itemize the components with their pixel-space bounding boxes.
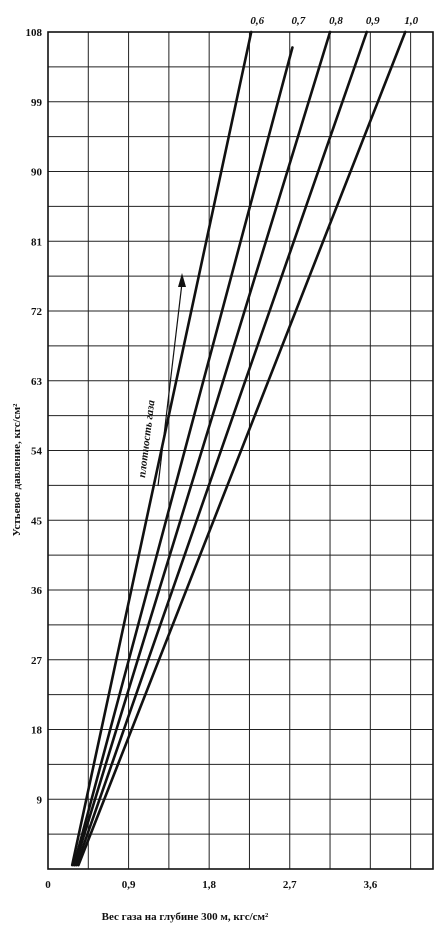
series-line-2 [72,46,294,867]
x-tick-label: 0 [45,879,51,891]
series-group [70,30,407,867]
series-label: 0,9 [366,15,380,27]
y-tick-label: 81 [31,236,42,248]
y-axis-title: Устьевое давление, кгс/см² [11,403,23,536]
y-tick-label: 27 [31,655,43,667]
y-tick-label: 54 [31,446,43,458]
density-arrow [157,273,186,487]
y-tick-label: 63 [31,376,43,388]
series-line-3 [73,30,332,867]
x-tick-label: 0,9 [122,879,136,891]
x-tick-label: 1,8 [202,879,216,891]
series-labels: 0,6 0,7 0,8 0,9 1,0 [250,15,418,27]
y-tick-label: 45 [31,515,43,527]
series-line-1 [70,30,253,867]
x-tick-labels: 0 0,9 1,8 2,7 3,6 [45,879,377,891]
y-tick-label: 18 [31,725,43,737]
x-axis-title: Вес газа на глубине 300 м, кгс/см² [102,911,269,923]
y-tick-labels: 9 18 27 36 45 54 63 72 81 90 99 108 [26,27,43,806]
x-tick-label: 3,6 [363,879,377,891]
series-label: 0,6 [250,15,264,27]
y-tick-label: 72 [31,306,43,318]
y-tick-label: 36 [31,585,43,597]
y-tick-label: 108 [26,27,43,39]
series-label: 0,7 [292,15,306,27]
plot-frame [47,31,434,870]
series-line-5 [77,30,407,867]
x-tick-label: 2,7 [283,879,297,891]
y-tick-label: 9 [37,794,43,806]
y-tick-label: 90 [31,167,43,179]
series-label: 1,0 [404,15,418,27]
series-line-4 [75,30,369,867]
density-annotation: плотность газа [136,399,157,478]
series-label: 0,8 [329,15,343,27]
y-tick-label: 99 [31,97,43,109]
